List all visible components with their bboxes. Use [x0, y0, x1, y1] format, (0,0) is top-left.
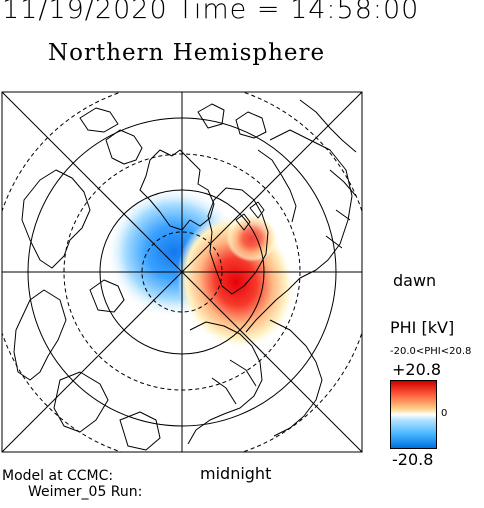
model-label: Model at CCMC: [2, 468, 114, 484]
map-frame [1, 91, 363, 453]
dawn-label: dawn [393, 271, 437, 290]
timestamp-title: 11/19/2020 Time = 14:58:00 [2, 0, 420, 25]
positive-potential-lobe [226, 214, 278, 262]
colorbar-title: PHI [kV] [390, 318, 455, 337]
colorbar-min-label: -20.8 [392, 450, 434, 469]
midnight-label: midnight [200, 464, 272, 483]
colorbar-zero-label: 0 [441, 408, 448, 419]
coastlines [13, 99, 357, 451]
run-label: Weimer_05 Run: [28, 484, 143, 500]
hemisphere-title: Northern Hemisphere [48, 40, 326, 66]
colorbar [390, 380, 437, 449]
meridian-diagonal-2 [2, 92, 362, 452]
colorbar-range-text: -20.0<PHI<20.8 [390, 346, 472, 357]
colorbar-max-label: +20.8 [392, 360, 442, 379]
